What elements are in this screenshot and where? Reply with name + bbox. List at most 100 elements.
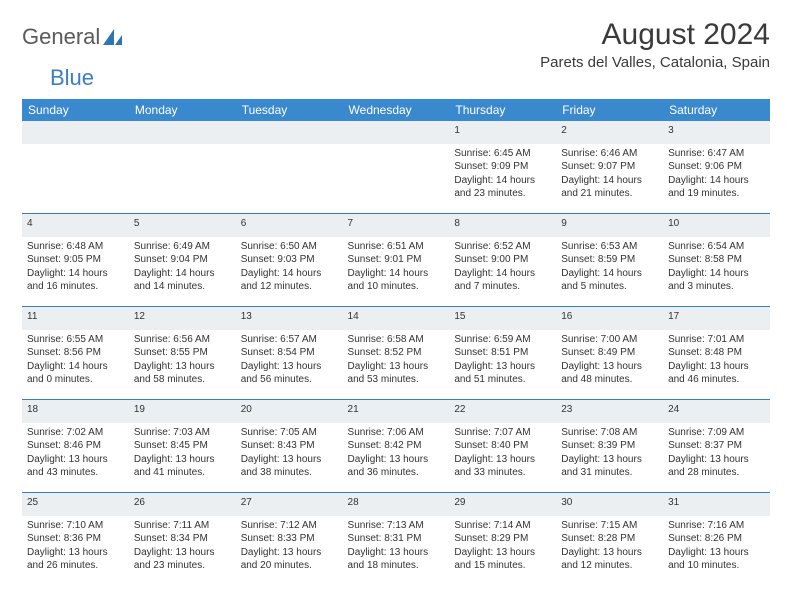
sunrise-text: Sunrise: 6:54 AM xyxy=(668,240,765,254)
day-number: 13 xyxy=(236,307,343,330)
day-cell: Sunrise: 6:56 AMSunset: 8:55 PMDaylight:… xyxy=(129,330,236,400)
sunrise-text: Sunrise: 7:06 AM xyxy=(348,426,445,440)
sunset-text: Sunset: 8:54 PM xyxy=(241,346,338,360)
daylight-text-1: Daylight: 13 hours xyxy=(561,360,658,374)
day-number: 9 xyxy=(556,214,663,237)
daylight-text-2: and 14 minutes. xyxy=(134,280,231,294)
daylight-text-2: and 12 minutes. xyxy=(241,280,338,294)
daylight-text-2: and 46 minutes. xyxy=(668,373,765,387)
sunset-text: Sunset: 8:33 PM xyxy=(241,532,338,546)
logo: General xyxy=(22,18,124,50)
day-cell: Sunrise: 7:05 AMSunset: 8:43 PMDaylight:… xyxy=(236,423,343,493)
sunrise-text: Sunrise: 6:52 AM xyxy=(454,240,551,254)
daylight-text-1: Daylight: 14 hours xyxy=(561,267,658,281)
day-number: 3 xyxy=(663,121,770,144)
day-cell: Sunrise: 6:45 AMSunset: 9:09 PMDaylight:… xyxy=(449,144,556,214)
daylight-text-2: and 36 minutes. xyxy=(348,466,445,480)
daylight-text-2: and 48 minutes. xyxy=(561,373,658,387)
sunset-text: Sunset: 8:40 PM xyxy=(454,439,551,453)
daylight-text-1: Daylight: 13 hours xyxy=(241,546,338,560)
daylight-text-2: and 31 minutes. xyxy=(561,466,658,480)
daylight-text-1: Daylight: 14 hours xyxy=(241,267,338,281)
day-cell: Sunrise: 6:48 AMSunset: 9:05 PMDaylight:… xyxy=(22,237,129,307)
info-row: Sunrise: 7:02 AMSunset: 8:46 PMDaylight:… xyxy=(22,423,770,493)
day-cell: Sunrise: 6:47 AMSunset: 9:06 PMDaylight:… xyxy=(663,144,770,214)
sunrise-text: Sunrise: 6:59 AM xyxy=(454,333,551,347)
sunset-text: Sunset: 8:37 PM xyxy=(668,439,765,453)
sunset-text: Sunset: 8:42 PM xyxy=(348,439,445,453)
daylight-text-2: and 41 minutes. xyxy=(134,466,231,480)
daylight-text-2: and 7 minutes. xyxy=(454,280,551,294)
daylight-text-1: Daylight: 13 hours xyxy=(27,453,124,467)
title-block: August 2024 Parets del Valles, Catalonia… xyxy=(540,18,770,71)
info-row: Sunrise: 7:10 AMSunset: 8:36 PMDaylight:… xyxy=(22,516,770,586)
calendar-header-row: Sunday Monday Tuesday Wednesday Thursday… xyxy=(22,99,770,121)
sunset-text: Sunset: 9:03 PM xyxy=(241,253,338,267)
sunrise-text: Sunrise: 6:46 AM xyxy=(561,147,658,161)
sunset-text: Sunset: 8:51 PM xyxy=(454,346,551,360)
sunset-text: Sunset: 8:39 PM xyxy=(561,439,658,453)
sunrise-text: Sunrise: 7:08 AM xyxy=(561,426,658,440)
logo-word2: Blue xyxy=(22,65,94,91)
day-cell: Sunrise: 7:02 AMSunset: 8:46 PMDaylight:… xyxy=(22,423,129,493)
day-number: 10 xyxy=(663,214,770,237)
daynum-row: 18192021222324 xyxy=(22,400,770,423)
day-number: 12 xyxy=(129,307,236,330)
day-number: 6 xyxy=(236,214,343,237)
daylight-text-2: and 19 minutes. xyxy=(668,187,765,201)
day-number: 1 xyxy=(449,121,556,144)
sunset-text: Sunset: 8:31 PM xyxy=(348,532,445,546)
day-number: 24 xyxy=(663,400,770,423)
sunset-text: Sunset: 8:36 PM xyxy=(27,532,124,546)
location: Parets del Valles, Catalonia, Spain xyxy=(540,54,770,71)
day-number: 18 xyxy=(22,400,129,423)
daylight-text-1: Daylight: 13 hours xyxy=(27,546,124,560)
daylight-text-1: Daylight: 13 hours xyxy=(454,453,551,467)
sunset-text: Sunset: 8:34 PM xyxy=(134,532,231,546)
daylight-text-2: and 3 minutes. xyxy=(668,280,765,294)
day-cell: Sunrise: 6:55 AMSunset: 8:56 PMDaylight:… xyxy=(22,330,129,400)
daylight-text-1: Daylight: 13 hours xyxy=(348,360,445,374)
sunrise-text: Sunrise: 6:48 AM xyxy=(27,240,124,254)
sunset-text: Sunset: 8:28 PM xyxy=(561,532,658,546)
daylight-text-1: Daylight: 14 hours xyxy=(668,267,765,281)
sunrise-text: Sunrise: 7:01 AM xyxy=(668,333,765,347)
daylight-text-2: and 15 minutes. xyxy=(454,559,551,573)
daylight-text-1: Daylight: 13 hours xyxy=(668,453,765,467)
daynum-row: 25262728293031 xyxy=(22,493,770,516)
day-number xyxy=(236,121,343,144)
daylight-text-2: and 0 minutes. xyxy=(27,373,124,387)
weekday-wednesday: Wednesday xyxy=(343,99,450,121)
info-row: Sunrise: 6:55 AMSunset: 8:56 PMDaylight:… xyxy=(22,330,770,400)
day-number: 23 xyxy=(556,400,663,423)
day-cell xyxy=(343,144,450,214)
sunset-text: Sunset: 8:49 PM xyxy=(561,346,658,360)
logo-word1: General xyxy=(22,24,100,50)
day-cell: Sunrise: 7:11 AMSunset: 8:34 PMDaylight:… xyxy=(129,516,236,586)
daynum-row: 45678910 xyxy=(22,214,770,237)
daylight-text-1: Daylight: 13 hours xyxy=(348,453,445,467)
daylight-text-1: Daylight: 13 hours xyxy=(134,453,231,467)
sunrise-text: Sunrise: 7:09 AM xyxy=(668,426,765,440)
day-cell: Sunrise: 6:53 AMSunset: 8:59 PMDaylight:… xyxy=(556,237,663,307)
daylight-text-2: and 20 minutes. xyxy=(241,559,338,573)
day-cell: Sunrise: 7:16 AMSunset: 8:26 PMDaylight:… xyxy=(663,516,770,586)
day-cell: Sunrise: 6:49 AMSunset: 9:04 PMDaylight:… xyxy=(129,237,236,307)
sunset-text: Sunset: 9:01 PM xyxy=(348,253,445,267)
daylight-text-2: and 16 minutes. xyxy=(27,280,124,294)
daynum-row: 11121314151617 xyxy=(22,307,770,330)
sunrise-text: Sunrise: 7:00 AM xyxy=(561,333,658,347)
daylight-text-1: Daylight: 13 hours xyxy=(241,360,338,374)
sunset-text: Sunset: 8:56 PM xyxy=(27,346,124,360)
weekday-tuesday: Tuesday xyxy=(236,99,343,121)
daylight-text-1: Daylight: 14 hours xyxy=(27,360,124,374)
daylight-text-1: Daylight: 13 hours xyxy=(241,453,338,467)
daylight-text-1: Daylight: 13 hours xyxy=(561,453,658,467)
day-cell: Sunrise: 7:08 AMSunset: 8:39 PMDaylight:… xyxy=(556,423,663,493)
day-cell xyxy=(22,144,129,214)
daylight-text-2: and 43 minutes. xyxy=(27,466,124,480)
sunrise-text: Sunrise: 6:49 AM xyxy=(134,240,231,254)
sunset-text: Sunset: 8:58 PM xyxy=(668,253,765,267)
day-cell: Sunrise: 7:07 AMSunset: 8:40 PMDaylight:… xyxy=(449,423,556,493)
day-cell: Sunrise: 6:51 AMSunset: 9:01 PMDaylight:… xyxy=(343,237,450,307)
